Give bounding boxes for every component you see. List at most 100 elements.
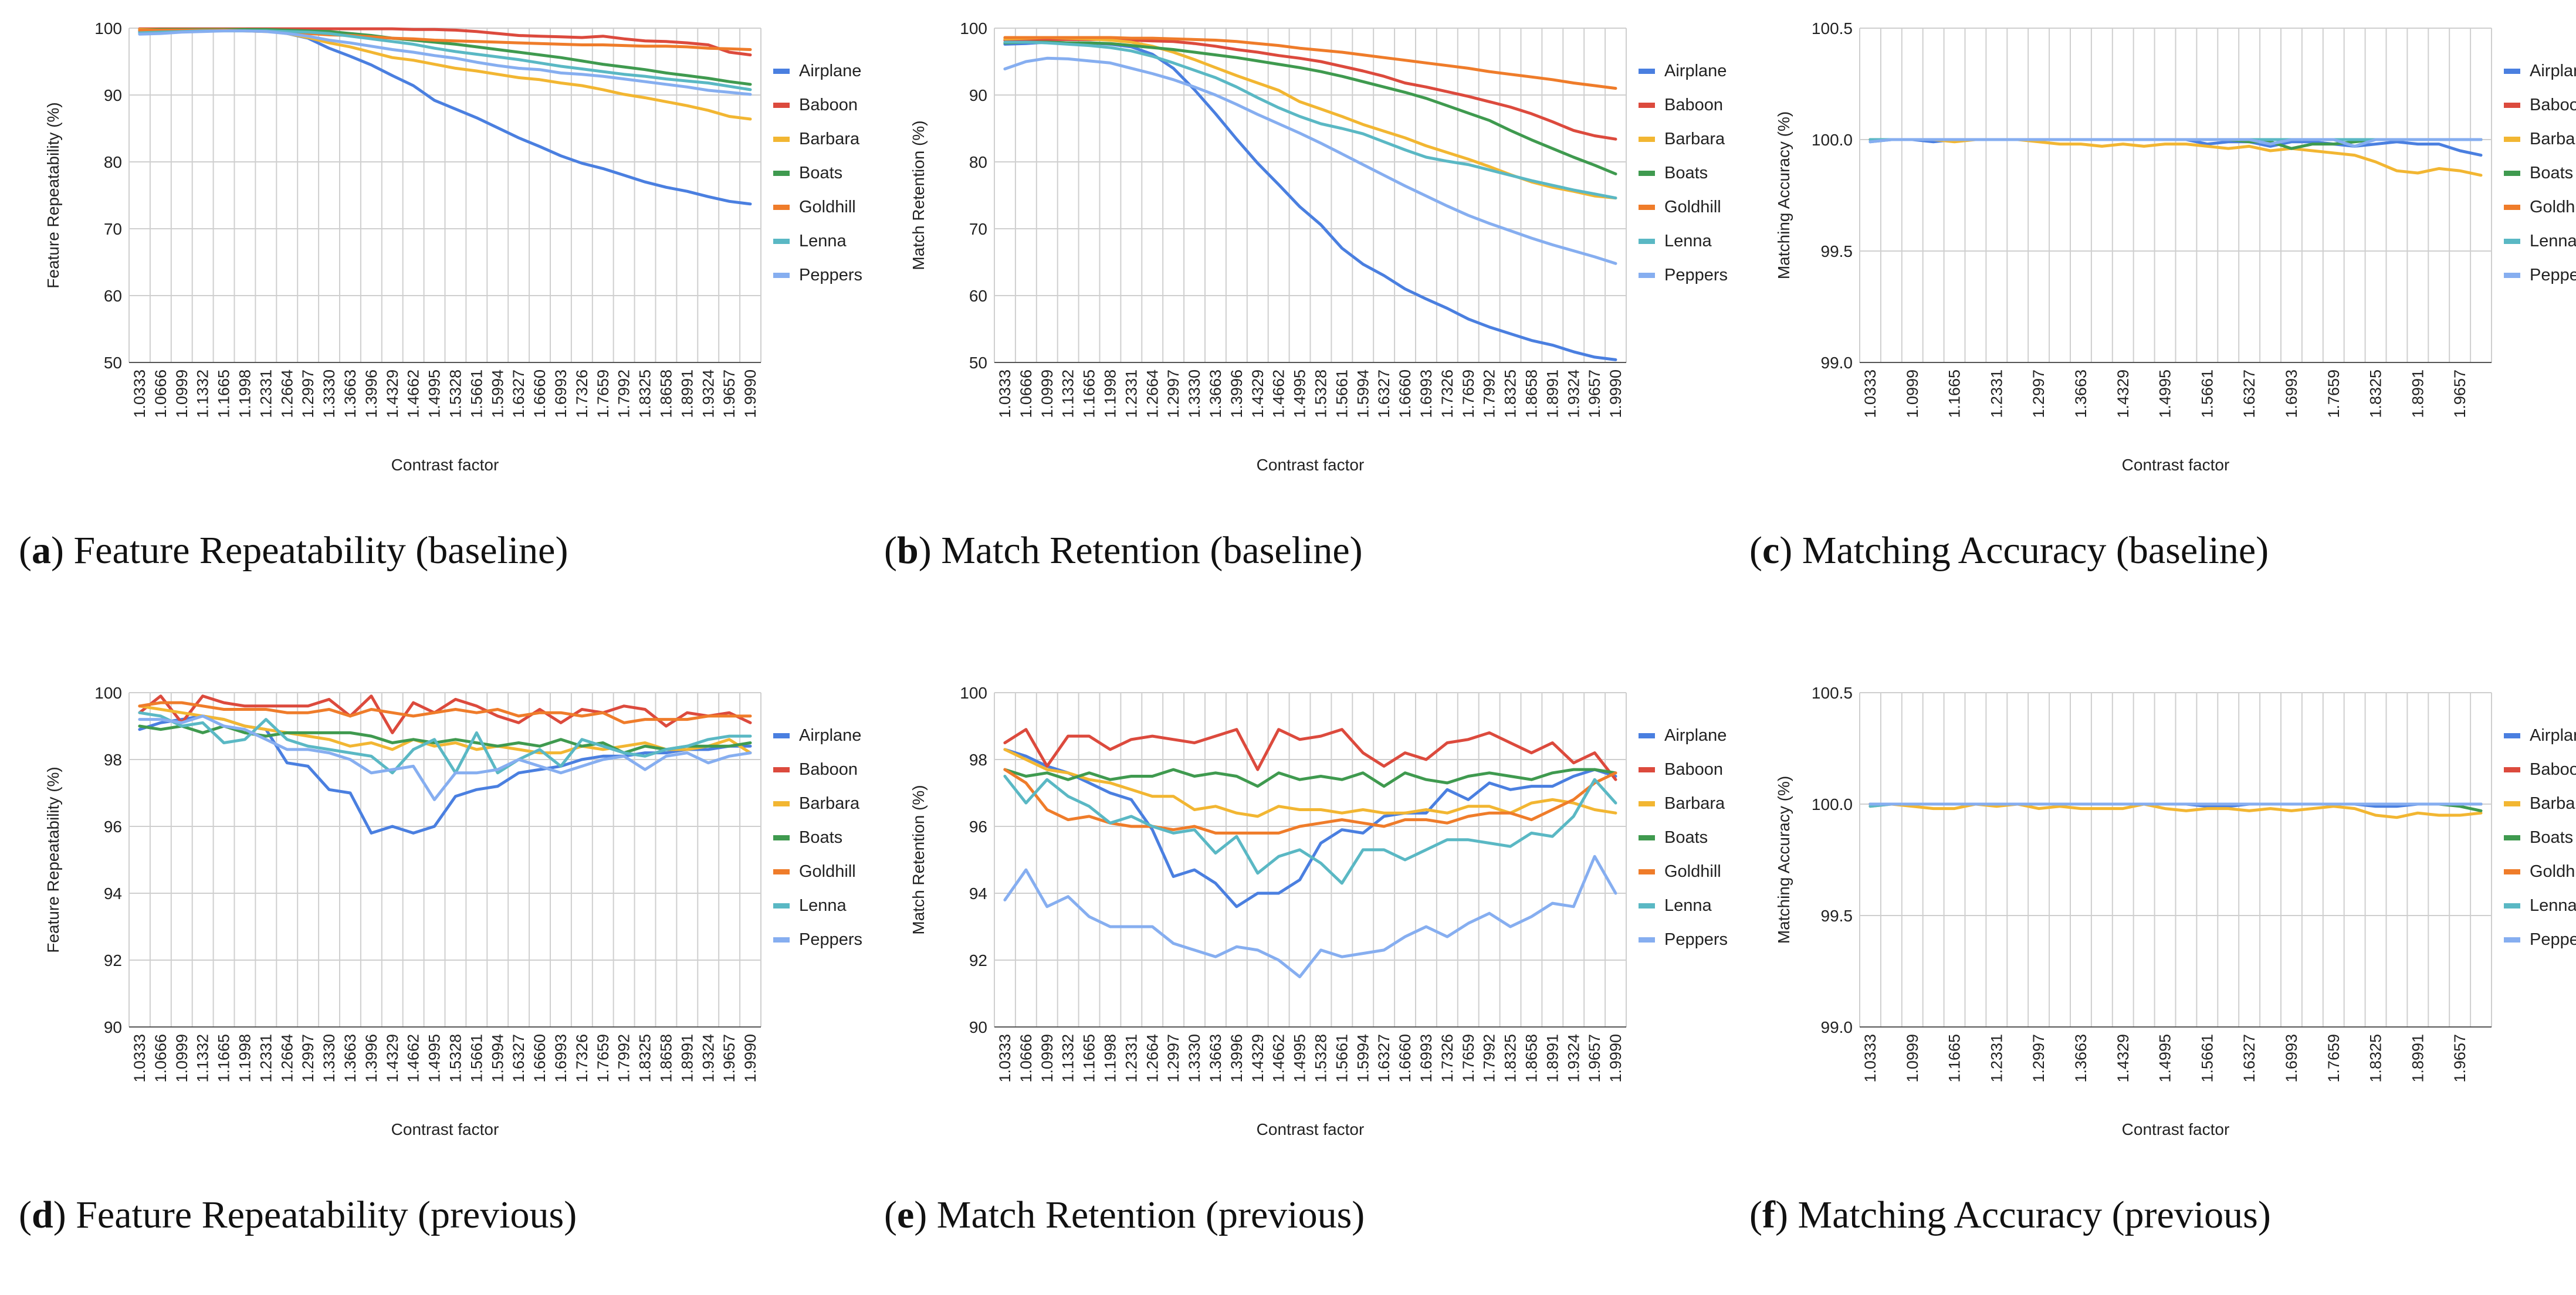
x-tick-label: 1.9324 <box>1565 369 1582 418</box>
legend-label-boats: Boats <box>2530 828 2573 847</box>
series-line-barbara <box>1003 748 1617 818</box>
x-tick-label: 1.6993 <box>1417 369 1435 418</box>
x-tick-label: 1.9324 <box>699 1034 717 1083</box>
x-tick-label: 1.0999 <box>1038 369 1056 418</box>
legend-swatch-peppers <box>1639 273 1655 278</box>
y-tick-label: 90 <box>104 1018 122 1036</box>
x-tick-label: 1.4995 <box>1291 1034 1309 1083</box>
x-tick-label: 1.7326 <box>573 369 591 418</box>
x-tick-label: 1.0999 <box>173 1034 191 1083</box>
chart-svg: 99.0 99.5 100.0 100.5 1.0333 1.0999 1.1665 1.23… <box>1749 19 2576 572</box>
legend-swatch-boats <box>773 835 790 840</box>
x-tick-label: 1.1332 <box>1059 1034 1077 1083</box>
y-tick-label: 100 <box>960 684 987 702</box>
x-tick-label: 1.4662 <box>1270 1034 1288 1083</box>
x-tick-label: 1.6660 <box>1396 369 1414 418</box>
legend-label-lenna: Lenna <box>1664 232 1712 250</box>
panel-caption: (e) Match Retention (previous) <box>884 1194 1365 1236</box>
x-tick-label: 1.1332 <box>194 1034 212 1083</box>
caption-paren-open: ( <box>884 529 897 572</box>
x-axis-title: Contrast factor <box>391 456 499 474</box>
legend-swatch-baboon <box>1639 103 1655 108</box>
x-tick-label: 1.7659 <box>594 369 612 418</box>
caption-paren-open: ( <box>884 1194 897 1236</box>
panel-caption: (a) Feature Repeatability (baseline) <box>19 529 568 572</box>
x-tick-label: 1.2997 <box>2030 369 2047 418</box>
legend-label-barbara: Barbara <box>2530 130 2576 148</box>
legend-label-boats: Boats <box>2530 164 2573 182</box>
figure: 50 60 70 80 90 100 1.0333 1.0666 1.0999 1.1332 1.1… <box>19 19 2576 1236</box>
x-tick-label: 1.1665 <box>215 369 233 418</box>
x-tick-label: 1.4995 <box>426 1034 444 1083</box>
x-tick-label: 1.7326 <box>573 1034 591 1083</box>
legend-label-baboon: Baboon <box>2530 96 2576 114</box>
x-tick-label: 1.3663 <box>2072 369 2090 418</box>
x-tick-label: 1.0666 <box>1017 1034 1035 1083</box>
legend-label-peppers: Peppers <box>2530 930 2576 949</box>
legend-label-barbara: Barbara <box>2530 794 2576 813</box>
legend-label-boats: Boats <box>799 164 842 182</box>
x-tick-label: 1.7326 <box>1438 369 1456 418</box>
x-tick-label: 1.0333 <box>1861 369 1879 418</box>
y-tick-label: 90 <box>969 86 987 104</box>
caption-text: Match Retention (previous) <box>937 1194 1365 1236</box>
x-tick-label: 1.1998 <box>236 369 253 418</box>
series-line-peppers <box>138 714 752 801</box>
x-tick-label: 1.1998 <box>1101 369 1119 418</box>
x-tick-label: 1.6993 <box>1417 1034 1435 1083</box>
y-tick-label: 94 <box>969 884 987 903</box>
x-tick-label: 1.8658 <box>1522 369 1540 418</box>
x-tick-label: 1.9657 <box>1586 369 1603 418</box>
y-tick-label: 100 <box>94 19 122 38</box>
y-tick-label: 96 <box>104 818 122 836</box>
x-tick-label: 1.5994 <box>489 369 506 418</box>
caption-letter: c <box>1762 529 1779 572</box>
legend-swatch-barbara <box>773 137 790 142</box>
legend-swatch-boats <box>1639 835 1655 840</box>
legend-swatch-airplane <box>1639 733 1655 738</box>
x-tick-label: 1.3330 <box>320 369 338 418</box>
chart-svg: 99.0 99.5 100.0 100.5 1.0333 1.0999 1.1665 1.23… <box>1749 684 2576 1236</box>
x-tick-label: 1.8991 <box>1543 1034 1561 1083</box>
x-tick-label: 1.4329 <box>2114 369 2132 418</box>
x-tick-label: 1.5328 <box>446 369 464 418</box>
series-line-peppers <box>1003 855 1617 978</box>
legend-label-goldhill: Goldhill <box>2530 198 2576 216</box>
caption-paren-open: ( <box>19 1194 32 1236</box>
x-tick-label: 1.8325 <box>1502 369 1519 418</box>
x-tick-label: 1.4329 <box>1249 369 1267 418</box>
x-tick-label: 1.7992 <box>1481 369 1498 418</box>
legend-label-baboon: Baboon <box>2530 760 2576 779</box>
x-tick-label: 1.7659 <box>594 1034 612 1083</box>
x-tick-label: 1.6327 <box>510 1034 527 1083</box>
x-tick-label: 1.6993 <box>552 1034 570 1083</box>
x-tick-label: 1.2664 <box>278 1034 296 1083</box>
x-tick-label: 1.9657 <box>2451 369 2469 418</box>
x-tick-label: 1.0999 <box>1904 369 1921 418</box>
legend-label-peppers: Peppers <box>1664 930 1728 949</box>
caption-paren-close: ) <box>53 1194 76 1236</box>
caption-paren-close: ) <box>1779 529 1802 572</box>
y-tick-label: 60 <box>969 287 987 305</box>
x-tick-label: 1.3663 <box>341 369 359 418</box>
x-tick-label: 1.0333 <box>996 369 1014 418</box>
caption-text: Match Retention (baseline) <box>941 529 1362 572</box>
x-tick-label: 1.4995 <box>2157 369 2174 418</box>
x-tick-label: 1.2664 <box>278 369 296 418</box>
x-tick-label: 1.6660 <box>1396 1034 1414 1083</box>
legend-label-goldhill: Goldhill <box>799 862 856 881</box>
caption-paren-open: ( <box>19 529 32 572</box>
x-tick-label: 1.5661 <box>1333 1034 1350 1083</box>
series-group <box>1003 728 1617 978</box>
x-tick-label: 1.9990 <box>1607 1034 1624 1083</box>
x-tick-label: 1.0999 <box>173 369 191 418</box>
x-tick-label: 1.0999 <box>1904 1034 1921 1083</box>
x-tick-label: 1.5661 <box>2198 369 2216 418</box>
x-tick-label: 1.0999 <box>1038 1034 1056 1083</box>
legend-swatch-barbara <box>1639 137 1655 142</box>
x-tick-label: 1.5328 <box>1312 1034 1329 1083</box>
series-line-lenna <box>1003 40 1617 200</box>
legend-label-peppers: Peppers <box>1664 266 1728 284</box>
legend-swatch-goldhill <box>1639 205 1655 210</box>
